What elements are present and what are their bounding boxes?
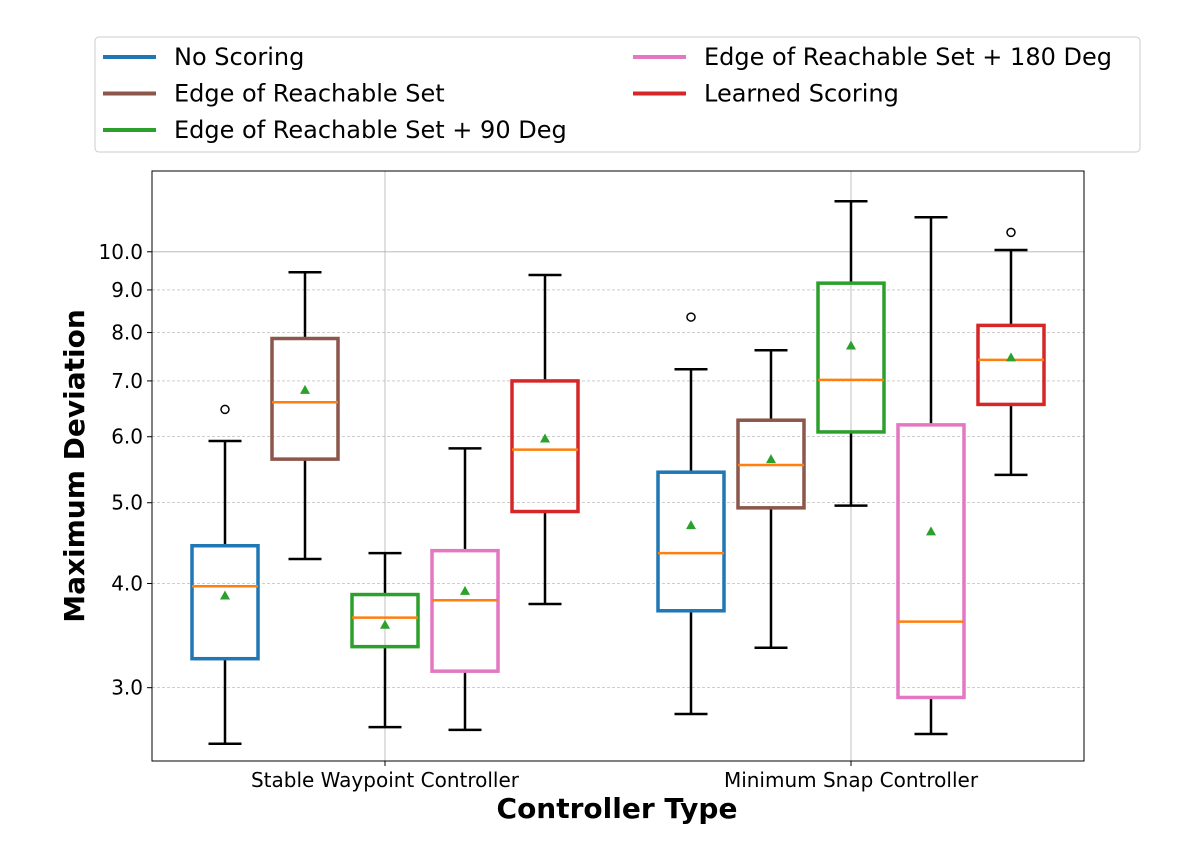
legend-item-no-scoring: No Scoring xyxy=(103,43,304,71)
outlier-point xyxy=(686,312,696,322)
y-tick-label: 3.0 xyxy=(111,676,143,700)
mean-marker xyxy=(766,454,776,464)
box-iqr xyxy=(190,543,260,661)
box-iqr xyxy=(816,281,886,434)
legend-item-edge-of-reachable-set-180-deg: Edge of Reachable Set + 180 Deg xyxy=(633,43,1112,71)
legend-item-edge-of-reachable-set-90-deg: Edge of Reachable Set + 90 Deg xyxy=(103,116,567,144)
legend-label: Edge of Reachable Set xyxy=(174,80,445,108)
box-iqr xyxy=(656,470,726,613)
mean-marker xyxy=(540,433,550,443)
y-tick-label: 9.0 xyxy=(111,278,143,302)
box-no-scoring-stable-waypoint-controller xyxy=(190,404,260,745)
y-axis: 3.0 4.0 5.0 6.0 7.0 8.0 9.0 10.0 xyxy=(98,240,152,700)
series-edge-of-reachable-set-180-deg xyxy=(430,216,966,736)
y-axis-label: Maximum Deviation xyxy=(58,309,91,623)
outlier-point xyxy=(1006,227,1016,238)
y-tick-label: 5.0 xyxy=(111,491,143,515)
mean-marker xyxy=(220,590,230,600)
box-iqr xyxy=(430,548,500,673)
mean-marker xyxy=(926,526,936,536)
mean-marker xyxy=(1006,352,1016,362)
y-tick-label: 6.0 xyxy=(111,425,143,449)
box-edge-of-reachable-set-minimum-snap-controller xyxy=(736,348,806,649)
x-axis-label: Controller Type xyxy=(497,792,738,825)
box-edge-of-reachable-set-stable-waypoint-controller xyxy=(270,271,340,561)
series-edge-of-reachable-set xyxy=(270,271,806,649)
y-tick-label: 7.0 xyxy=(111,369,143,393)
box-edge-of-reachable-set-90-deg-stable-waypoint-controller xyxy=(350,551,420,729)
box-edge-of-reachable-set-90-deg-minimum-snap-controller xyxy=(816,199,886,507)
outlier-point xyxy=(220,404,230,415)
box-edge-of-reachable-set-180-deg-minimum-snap-controller xyxy=(896,216,966,736)
legend-label: Learned Scoring xyxy=(704,80,899,108)
mean-marker xyxy=(460,585,470,595)
legend-item-edge-of-reachable-set: Edge of Reachable Set xyxy=(103,80,445,108)
box-learned-scoring-minimum-snap-controller xyxy=(976,227,1046,477)
mean-marker xyxy=(380,619,390,629)
legend-label: Edge of Reachable Set + 90 Deg xyxy=(174,116,567,144)
x-tick-label: Stable Waypoint Controller xyxy=(251,768,520,792)
box-iqr xyxy=(976,323,1046,407)
x-tick-label: Minimum Snap Controller xyxy=(724,768,979,792)
grid-lines xyxy=(152,171,1084,761)
y-tick-label: 4.0 xyxy=(111,572,143,596)
series-edge-of-reachable-set-90-deg xyxy=(350,199,886,729)
box-iqr xyxy=(350,592,420,649)
plot-frame xyxy=(151,170,1085,762)
mean-marker xyxy=(846,340,856,350)
x-axis: Stable Waypoint Controller Minimum Snap C… xyxy=(251,761,979,792)
legend-item-learned-scoring: Learned Scoring xyxy=(633,80,899,108)
y-tick-label: 8.0 xyxy=(111,321,143,345)
legend: No Scoring Edge of Reachable Set Edge of R… xyxy=(94,36,1141,153)
y-tick-label: 10.0 xyxy=(98,240,143,264)
box-iqr xyxy=(270,336,340,461)
box-no-scoring-minimum-snap-controller xyxy=(656,312,726,716)
legend-frame xyxy=(94,36,1141,153)
mean-marker xyxy=(686,520,696,530)
legend-label: Edge of Reachable Set + 180 Deg xyxy=(704,43,1112,71)
box-iqr xyxy=(510,379,580,514)
legend-label: No Scoring xyxy=(174,43,304,71)
box-iqr xyxy=(896,423,966,700)
series-learned-scoring xyxy=(510,227,1046,606)
mean-marker xyxy=(300,384,310,394)
box-edge-of-reachable-set-180-deg-stable-waypoint-controller xyxy=(430,447,500,732)
box-series xyxy=(190,199,1046,745)
series-no-scoring xyxy=(190,312,726,745)
box-learned-scoring-stable-waypoint-controller xyxy=(510,273,580,606)
